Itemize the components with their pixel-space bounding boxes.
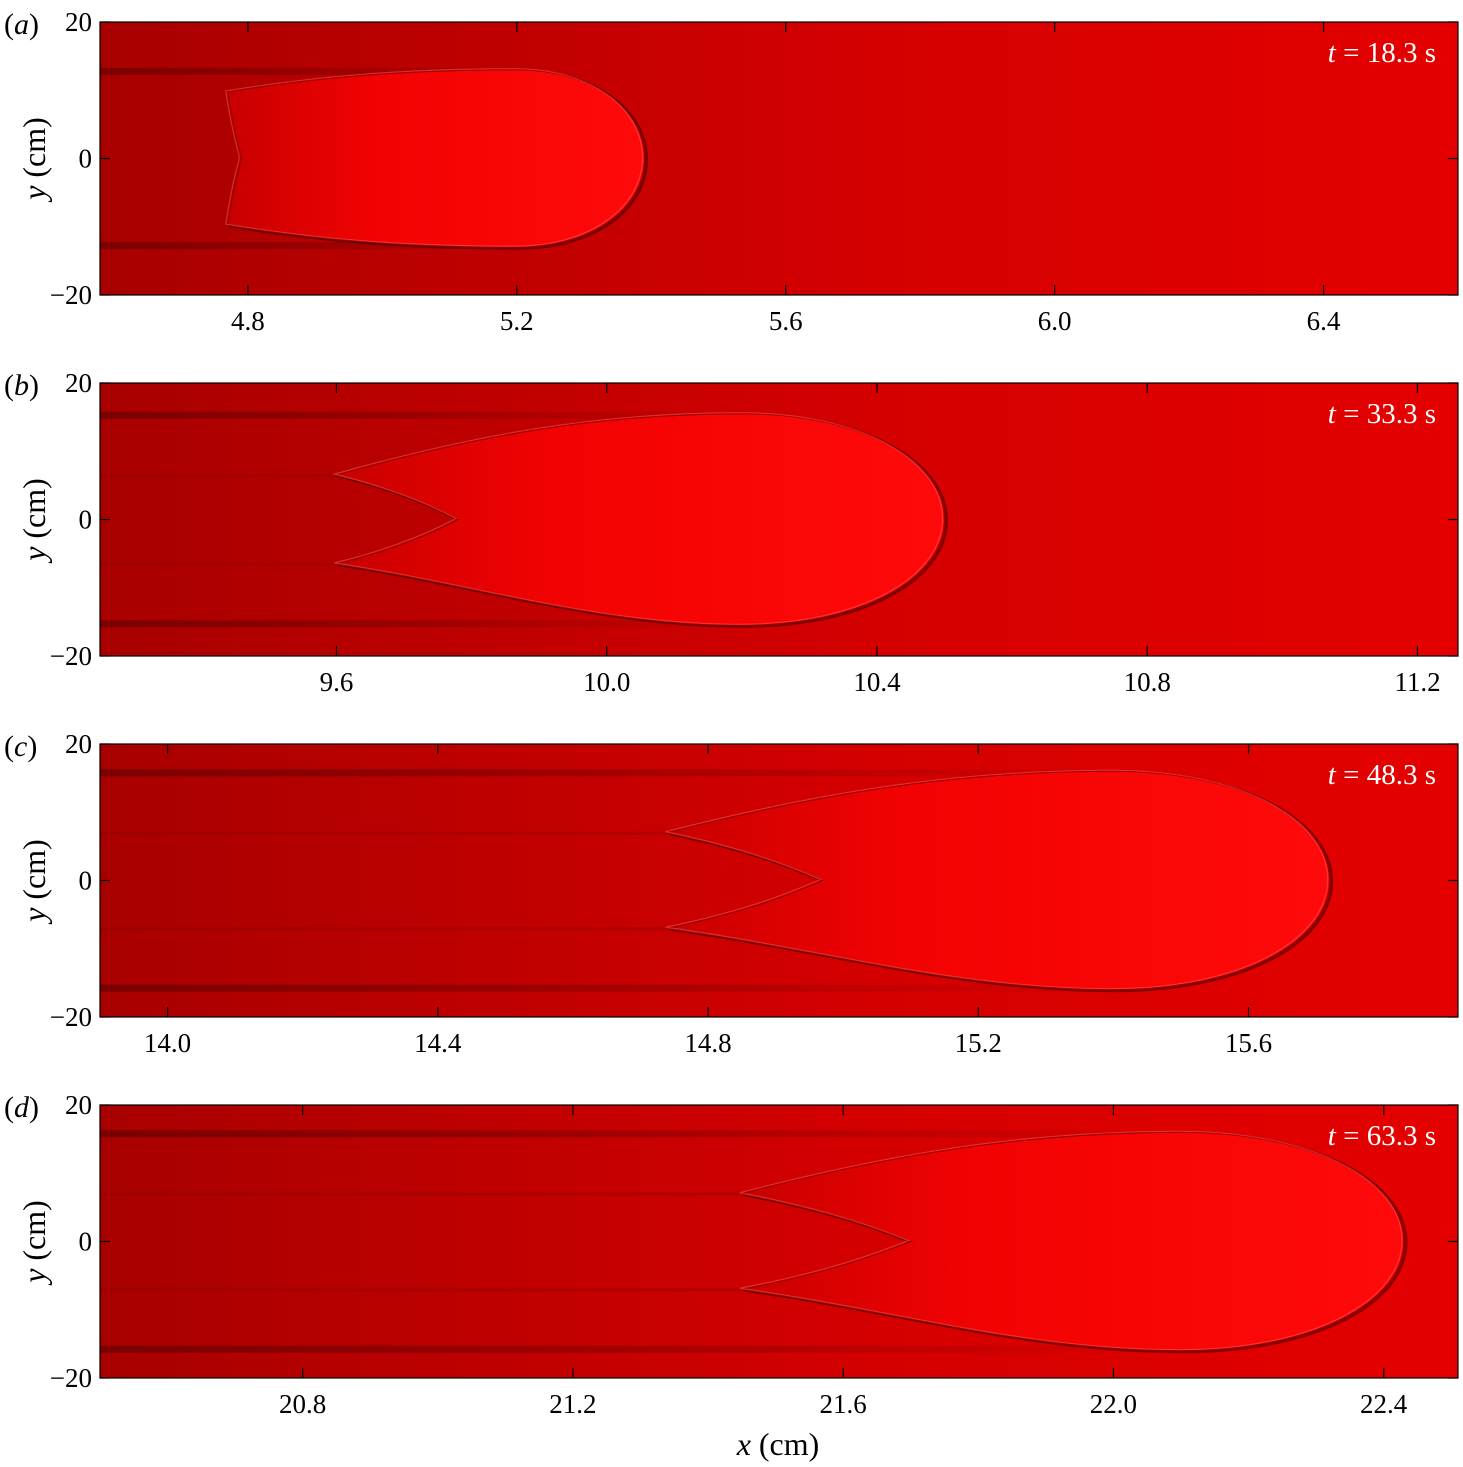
plot-area	[100, 744, 1458, 1017]
wake-streak	[100, 984, 1114, 992]
y-tick-label: 20	[65, 7, 92, 37]
wake-streak	[100, 620, 742, 628]
wake-streak	[100, 67, 517, 75]
y-tick-label: 20	[65, 368, 92, 398]
y-tick-label: 0	[79, 505, 93, 535]
y-tick-label: 0	[79, 144, 93, 174]
panel-label: (c)	[4, 730, 37, 763]
x-tick-label: 15.6	[1225, 1028, 1272, 1058]
gravity-current-head	[334, 413, 946, 626]
x-tick-label: 15.2	[955, 1028, 1002, 1058]
x-axis-label: x (cm)	[736, 1426, 820, 1462]
current-highlight	[225, 68, 644, 247]
x-tick-label: 6.0	[1038, 306, 1072, 336]
panel-label: (a)	[4, 8, 39, 41]
wake-streak	[100, 1192, 742, 1196]
y-axis-label: y (cm)	[16, 839, 52, 925]
x-tick-label: 14.8	[684, 1028, 731, 1058]
gravity-current-head	[227, 69, 646, 248]
x-tick-label: 22.4	[1360, 1389, 1408, 1419]
y-axis-label: y (cm)	[16, 1200, 52, 1286]
time-label: t = 48.3 s	[1328, 759, 1436, 791]
time-label: t = 63.3 s	[1328, 1120, 1436, 1152]
wake-streak	[100, 474, 337, 478]
wake-streak	[100, 562, 337, 566]
x-tick-label: 9.6	[320, 667, 354, 697]
gravity-current-head	[667, 770, 1331, 991]
y-axis-label: y (cm)	[16, 117, 52, 203]
x-tick-label: 10.8	[1124, 667, 1171, 697]
current-highlight	[665, 769, 1329, 990]
x-tick-label: 10.4	[853, 667, 901, 697]
y-tick-label: −20	[50, 280, 92, 310]
x-tick-label: 14.0	[144, 1028, 191, 1058]
time-label: t = 18.3 s	[1328, 37, 1436, 69]
y-tick-label: −20	[50, 1363, 92, 1393]
time-label: t = 33.3 s	[1328, 398, 1436, 430]
x-tick-label: 5.2	[500, 306, 534, 336]
panel-b: 9.6 10.0 10.4 10.8 11.2 20 0 −20 y (cm) (b) t = 33…	[4, 368, 1459, 697]
panel-label: (d)	[4, 1091, 39, 1124]
x-tick-label: 20.8	[279, 1389, 326, 1419]
gravity-current-head	[741, 1131, 1405, 1352]
plot-area	[100, 383, 1458, 656]
wake-streak	[100, 1130, 1181, 1138]
x-tick-label: 21.2	[549, 1389, 596, 1419]
plot-area	[100, 1105, 1458, 1378]
y-tick-label: −20	[50, 1002, 92, 1032]
x-tick-label: 21.6	[820, 1389, 867, 1419]
y-axis-label: y (cm)	[16, 478, 52, 564]
wake-streak	[100, 769, 1114, 777]
wake-streak	[100, 927, 668, 931]
panel-a: 4.8 5.2 5.6 6.0 6.4 20 0 −20 y (cm) (a) t = 18.3 s	[4, 7, 1459, 336]
panel-c: 14.0 14.4 14.8 15.2 15.6 20 0 −20 y (cm) (c) t = 4…	[4, 729, 1459, 1058]
current-highlight	[739, 1130, 1403, 1351]
x-tick-label: 10.0	[583, 667, 630, 697]
panel-d: 20.8 21.2 21.6 22.0 22.4 20 0 −20 y (cm) (d) t = 6…	[4, 1090, 1459, 1419]
x-tick-label: 4.8	[231, 306, 265, 336]
y-tick-label: 20	[65, 1090, 92, 1120]
panel-label: (b)	[4, 369, 39, 402]
x-tick-label: 11.2	[1394, 667, 1440, 697]
wake-streak	[100, 1288, 742, 1292]
x-tick-label: 14.4	[414, 1028, 462, 1058]
x-tick-label: 5.6	[769, 306, 803, 336]
wake-streak	[100, 1345, 1181, 1353]
wake-streak	[100, 242, 517, 250]
current-highlight	[332, 412, 944, 625]
plot-area	[100, 22, 1458, 295]
wake-streak	[100, 411, 742, 419]
y-tick-label: −20	[50, 641, 92, 671]
x-tick-label: 22.0	[1090, 1389, 1137, 1419]
y-tick-label: 0	[79, 866, 93, 896]
y-tick-label: 20	[65, 729, 92, 759]
wake-streak	[100, 831, 668, 835]
y-tick-label: 0	[79, 1227, 93, 1257]
x-tick-label: 6.4	[1307, 306, 1341, 336]
